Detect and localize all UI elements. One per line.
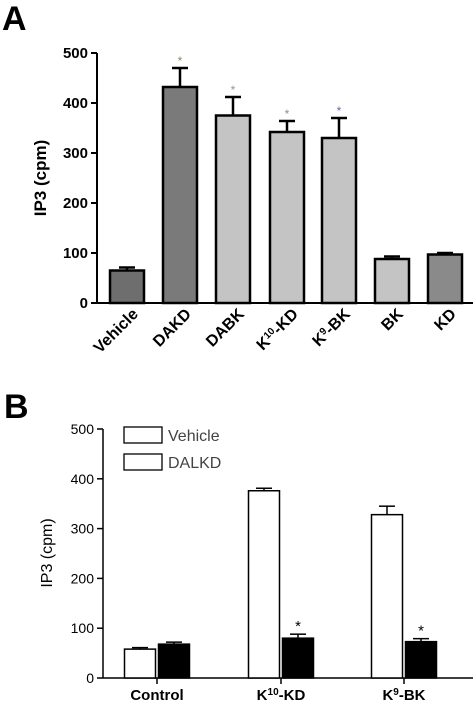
panel-b-x-tick-label-suffix: -BK xyxy=(399,687,426,702)
panel-a-significance-marker: * xyxy=(337,104,342,118)
panel-a-bar xyxy=(268,130,306,305)
panel-a-significance-marker: * xyxy=(178,54,183,68)
panel-a-bar xyxy=(214,114,252,305)
legend-label: Vehicle xyxy=(168,428,220,445)
legend-swatch xyxy=(123,453,163,471)
panel-b-x-tick-label-text: Control xyxy=(130,687,183,702)
panel-b-x-tick-label-suffix: -KD xyxy=(279,687,306,702)
panel-b-y-tick-label: 0 xyxy=(86,670,94,686)
panel-a-chart: 0 100 200 300 400 500 Vehicle * DAKD * DABK * K10-KD… xyxy=(63,45,473,357)
panel-a-significance-marker: * xyxy=(285,107,290,121)
panel-a-y-tick-label: 0 xyxy=(80,295,88,312)
panel-b-bar xyxy=(370,513,404,679)
panel-a-x-tick-label-text: Vehicle xyxy=(91,306,142,357)
panel-b-y-tick-label: 200 xyxy=(71,570,95,586)
panel-b-x-tick-label-text: K xyxy=(382,687,393,702)
panel-b-y-tick-label: 100 xyxy=(71,620,95,636)
panel-b-bar xyxy=(123,648,157,679)
panel-letter-a: A xyxy=(2,0,27,38)
panel-b-y-tick-label: 400 xyxy=(71,471,95,487)
panel-a-bar xyxy=(161,85,199,305)
panel-a-bar xyxy=(320,136,358,305)
panel-b-x-tick-label: Control xyxy=(130,687,183,702)
panel-b-significance-marker: * xyxy=(295,618,301,635)
panel-a-x-tick-label: DAKD xyxy=(150,306,195,351)
panel-a-bar xyxy=(373,257,411,305)
legend-swatch xyxy=(123,426,163,444)
panel-a-bar xyxy=(426,253,464,305)
panel-a-x-tick-label-text: DABK xyxy=(203,305,248,350)
panel-a-x-tick-label: K10-KD xyxy=(253,305,302,354)
panel-b-x-tick-label-superscript: 10 xyxy=(268,687,280,698)
panel-b-y-tick-label: 500 xyxy=(71,421,95,437)
panel-b-significance-marker: * xyxy=(418,623,424,640)
panel-b-x-tick-label-text: K xyxy=(257,687,268,702)
panel-a-x-tick-label: K9-BK xyxy=(309,305,354,350)
panel-b-bar xyxy=(404,640,438,679)
panel-b-bar xyxy=(281,637,315,679)
panel-b-bar xyxy=(247,490,281,679)
panel-letter-b: B xyxy=(4,388,29,426)
panel-b-chart: 0100200300400500Control*K10-KD*K9-BKVehi… xyxy=(71,421,473,702)
panel-a-y-axis-label: IP3 (cpm) xyxy=(31,140,50,217)
panel-a-x-tick-label: BK xyxy=(378,305,407,334)
panel-a-y-tick-label: 400 xyxy=(63,95,88,112)
panel-a-y-tick-label: 300 xyxy=(63,145,88,162)
legend-label: DALKD xyxy=(168,455,221,472)
panel-a-x-tick-label: DABK xyxy=(203,305,248,350)
panel-a-x-tick-label-text: DAKD xyxy=(150,306,195,351)
panel-a-x-tick-label: KD xyxy=(431,306,459,334)
panel-a-bar xyxy=(108,269,146,305)
panel-a-y-tick-label: 200 xyxy=(63,195,88,212)
panel-b-x-tick-label-superscript: 9 xyxy=(393,687,399,698)
panel-b-x-tick-label: K10-KD xyxy=(257,687,306,702)
panel-b-bar xyxy=(157,643,191,679)
panel-a-x-tick-label: Vehicle xyxy=(91,306,142,357)
panel-a-significance-marker: * xyxy=(231,83,236,97)
panel-a-x-tick-label-text: KD xyxy=(431,306,459,334)
panel-b-y-axis-label: IP3 (cpm) xyxy=(39,518,56,587)
panel-a-y-tick-label: 500 xyxy=(63,45,88,62)
panel-a-x-tick-label-text: BK xyxy=(378,305,407,334)
panel-a-y-tick-label: 100 xyxy=(63,245,88,262)
panel-b-x-tick-label: K9-BK xyxy=(382,687,425,702)
panel-b-y-tick-label: 300 xyxy=(71,521,95,537)
